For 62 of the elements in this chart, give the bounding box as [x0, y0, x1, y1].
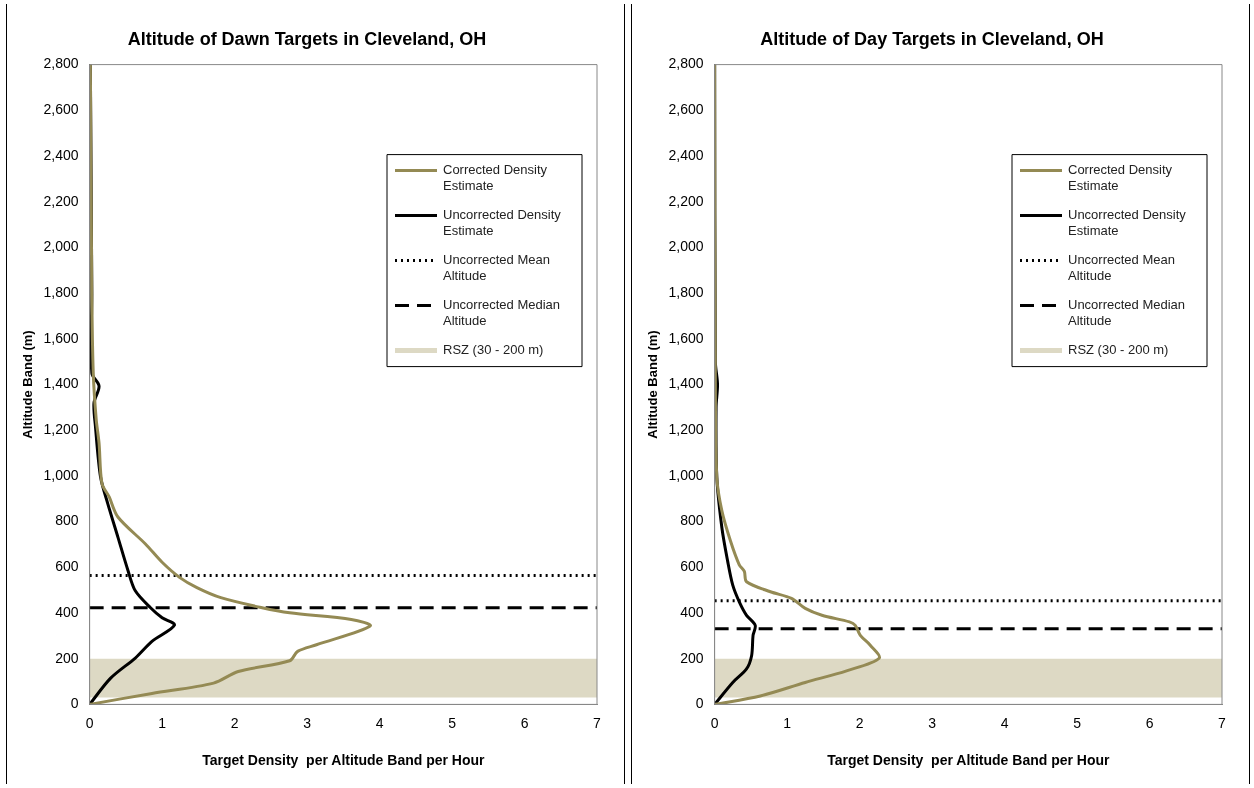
- y-tick-label: 1,000: [43, 466, 79, 483]
- y-tick-label: 200: [680, 649, 704, 666]
- y-tick-label: 400: [55, 603, 79, 620]
- legend-label: Uncorrected Mean Altitude: [443, 252, 550, 284]
- legend-label: RSZ (30 - 200 m): [443, 342, 544, 358]
- chart-title: Altitude of Dawn Targets in Cleveland, OH: [127, 28, 487, 49]
- legend-label: Corrected Density Estimate: [1068, 162, 1173, 194]
- y-tick-label: 2,200: [668, 192, 704, 209]
- y-tick-label: 800: [680, 512, 704, 529]
- y-tick-label: 2,400: [668, 146, 704, 163]
- x-tick-label: 5: [448, 714, 457, 731]
- x-tick-label: 5: [1073, 714, 1082, 731]
- y-axis-title: Altitude Band (m): [20, 330, 36, 439]
- x-tick-label: 7: [593, 714, 602, 731]
- y-tick-label: 1,000: [668, 466, 704, 483]
- y-tick-label: 200: [55, 649, 79, 666]
- y-tick-label: 600: [680, 558, 704, 575]
- legend-label: RSZ (30 - 200 m): [1068, 342, 1169, 358]
- y-tick-label: 1,800: [668, 283, 704, 300]
- x-tick-label: 2: [230, 714, 239, 731]
- y-tick-label: 2,800: [43, 55, 79, 72]
- y-tick-label: 0: [695, 695, 704, 712]
- y-tick-label: 2,400: [43, 146, 79, 163]
- x-axis-title: Target Density per Altitude Band per Hour: [827, 752, 1111, 769]
- x-tick-label: 0: [710, 714, 719, 731]
- y-axis-title: Altitude Band (m): [645, 330, 661, 439]
- y-tick-label: 400: [680, 603, 704, 620]
- y-tick-label: 1,400: [668, 375, 704, 392]
- y-tick-label: 0: [70, 695, 79, 712]
- legend-label: Uncorrected Mean Altitude: [1068, 252, 1175, 284]
- legend-label: Uncorrected Median Altitude: [443, 297, 561, 329]
- legend-label: Uncorrected Density Estimate: [1068, 207, 1187, 239]
- y-tick-label: 1,600: [43, 329, 79, 346]
- y-tick-label: 2,600: [43, 101, 79, 118]
- x-tick-label: 4: [1000, 714, 1009, 731]
- y-tick-label: 2,800: [668, 55, 704, 72]
- x-tick-label: 6: [1145, 714, 1154, 731]
- x-tick-label: 3: [928, 714, 937, 731]
- y-tick-label: 800: [55, 512, 79, 529]
- y-tick-label: 2,600: [668, 101, 704, 118]
- x-tick-label: 4: [375, 714, 384, 731]
- y-tick-label: 2,000: [43, 238, 79, 255]
- x-axis-title: Target Density per Altitude Band per Hour: [202, 752, 486, 769]
- y-tick-label: 1,600: [668, 329, 704, 346]
- y-tick-label: 2,000: [668, 238, 704, 255]
- x-tick-label: 1: [158, 714, 167, 731]
- legend-label: Uncorrected Density Estimate: [443, 207, 562, 239]
- y-tick-label: 1,400: [43, 375, 79, 392]
- x-tick-label: 0: [85, 714, 94, 731]
- x-tick-label: 2: [855, 714, 864, 731]
- x-tick-label: 1: [783, 714, 792, 731]
- legend-label: Uncorrected Median Altitude: [1068, 297, 1186, 329]
- y-tick-label: 2,200: [43, 192, 79, 209]
- y-tick-label: 1,200: [43, 421, 79, 438]
- y-tick-label: 1,800: [43, 283, 79, 300]
- legend-label: Corrected Density Estimate: [443, 162, 548, 194]
- y-tick-label: 1,200: [668, 421, 704, 438]
- x-tick-label: 6: [520, 714, 529, 731]
- x-tick-label: 3: [303, 714, 312, 731]
- y-tick-label: 600: [55, 558, 79, 575]
- chart-title: Altitude of Day Targets in Cleveland, OH: [760, 28, 1104, 49]
- x-tick-label: 7: [1218, 714, 1227, 731]
